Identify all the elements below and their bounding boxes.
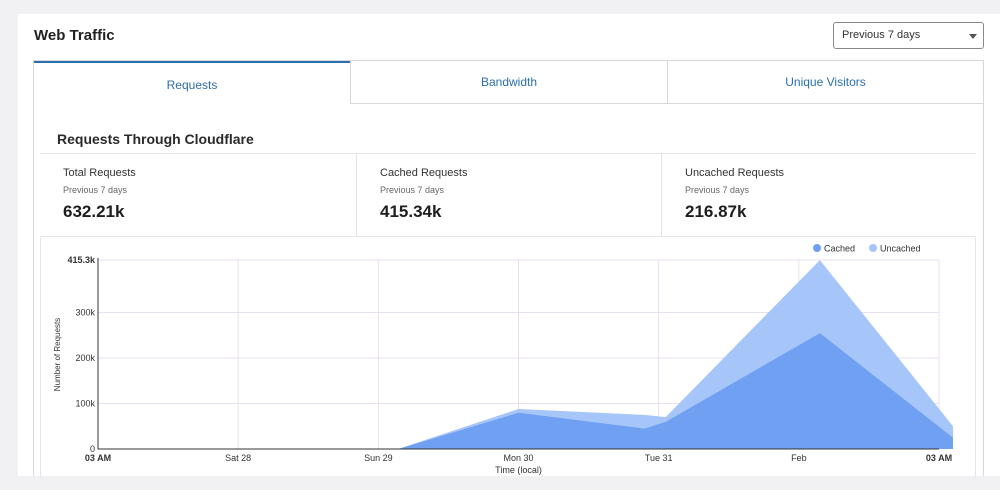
caret-down-icon <box>969 34 977 39</box>
stat-cached-requests: Cached Requests Previous 7 days 415.34k <box>356 154 661 237</box>
y-tick-label: 100k <box>75 398 95 408</box>
legend-swatch-cached <box>813 244 821 252</box>
requests-area-chart: 0 100k 200k 300k 415.3k 03 AM Sat 28 Sun 29 Mon … <box>53 244 953 475</box>
x-tick-label: Sun 29 <box>364 453 393 463</box>
traffic-panel: Requests Bandwidth Unique Visitors Reque… <box>33 60 984 477</box>
cached-area <box>98 333 953 449</box>
tab-bar: Requests Bandwidth Unique Visitors <box>34 61 983 105</box>
x-tick-label: 03 AM <box>926 453 952 463</box>
card-title: Web Traffic <box>34 27 115 44</box>
time-range-value: Previous 7 days <box>842 29 921 41</box>
uncached-area <box>98 260 953 449</box>
tab-bandwidth[interactable]: Bandwidth <box>350 61 667 104</box>
y-tick-label: 415.3k <box>67 255 96 265</box>
y-tick-label: 0 <box>90 444 95 454</box>
y-axis-title: Number of Requests <box>53 318 62 391</box>
stat-value: 216.87k <box>685 202 747 221</box>
web-traffic-card: Web Traffic Previous 7 days Requests Ban… <box>18 14 1000 477</box>
stat-label: Uncached Requests <box>685 167 785 179</box>
tab-unique-visitors[interactable]: Unique Visitors <box>667 61 983 104</box>
stat-value: 415.34k <box>380 202 442 221</box>
stat-period: Previous 7 days <box>63 185 128 195</box>
stat-label: Total Requests <box>63 167 136 179</box>
stat-period: Previous 7 days <box>380 185 445 195</box>
x-tick-label: Feb <box>791 453 807 463</box>
x-tick-label: 03 AM <box>85 453 111 463</box>
stat-total-requests: Total Requests Previous 7 days 632.21k <box>40 154 356 237</box>
legend-label-cached: Cached <box>824 244 855 254</box>
legend-label-uncached: Uncached <box>880 244 921 254</box>
requests-chart: 0 100k 200k 300k 415.3k 03 AM Sat 28 Sun 29 Mon … <box>40 238 976 477</box>
stat-uncached-requests: Uncached Requests Previous 7 days 216.87… <box>661 154 976 237</box>
legend-swatch-uncached <box>869 244 877 252</box>
stats-row: Total Requests Previous 7 days 632.21k C… <box>40 153 976 237</box>
section-title: Requests Through Cloudflare <box>57 131 254 147</box>
x-tick-label: Tue 31 <box>645 453 673 463</box>
stat-label: Cached Requests <box>380 167 468 179</box>
y-tick-label: 200k <box>75 353 95 363</box>
stat-value: 632.21k <box>63 202 125 221</box>
x-axis-title: Time (local) <box>495 465 542 475</box>
y-tick-label: 300k <box>75 307 95 317</box>
x-tick-label: Mon 30 <box>503 453 533 463</box>
x-tick-label: Sat 28 <box>225 453 251 463</box>
tab-requests[interactable]: Requests <box>34 61 350 104</box>
stat-period: Previous 7 days <box>685 185 750 195</box>
time-range-select[interactable]: Previous 7 days <box>833 22 984 49</box>
